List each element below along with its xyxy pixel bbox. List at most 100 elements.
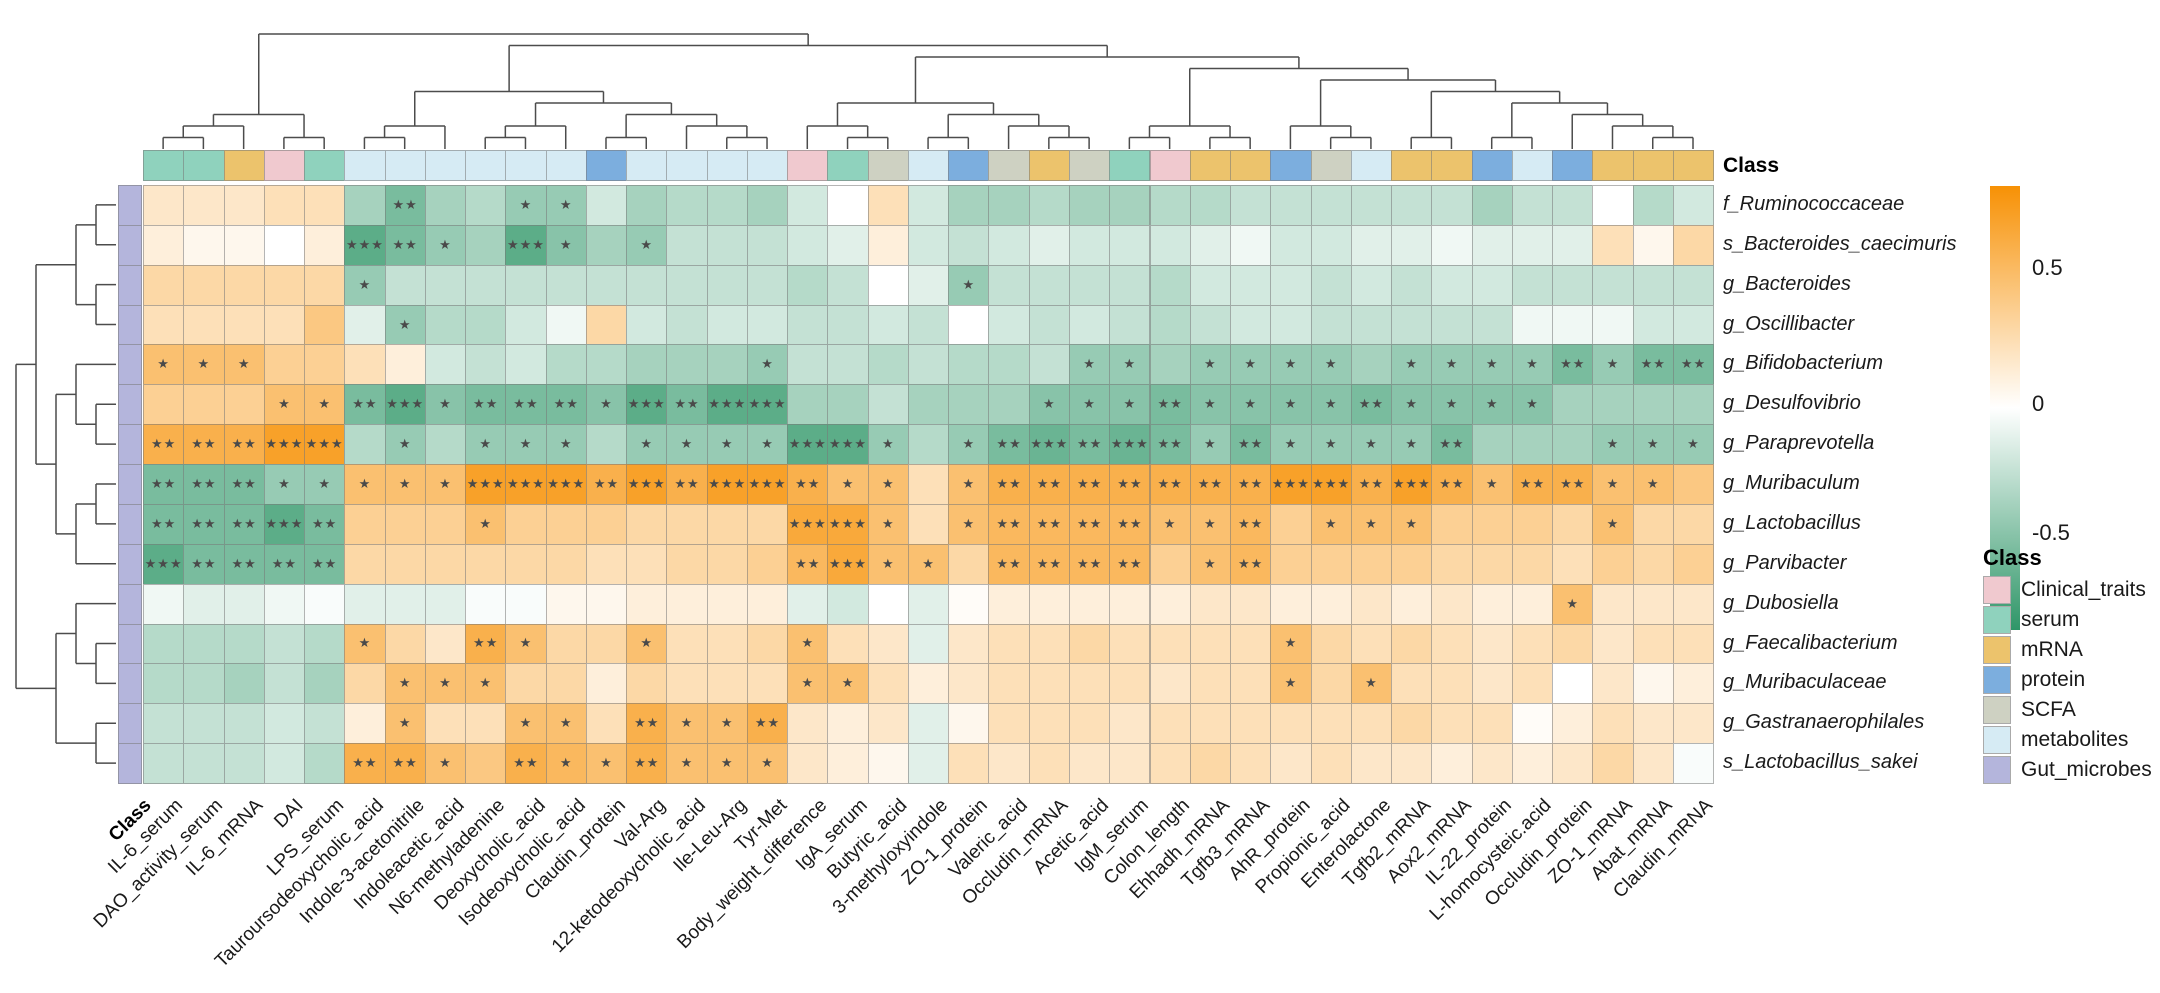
significance-stars: ★★ (1358, 476, 1385, 491)
row-label: g_Muribaculum (1723, 472, 1860, 495)
heatmap-cell: ★ (263, 384, 306, 426)
significance-stars: ★★ (513, 755, 539, 771)
heatmap-cell: ★★ (1431, 464, 1473, 505)
class-bar-cell (1632, 150, 1674, 181)
significance-stars: ★★★ (345, 236, 384, 252)
significance-stars: ★★ (593, 476, 620, 491)
class-bar-cell (1391, 150, 1433, 181)
significance-stars: ★ (479, 675, 493, 691)
heatmap-cell (263, 344, 306, 386)
heatmap-cell (1230, 623, 1272, 665)
heatmap-cell (1672, 464, 1715, 505)
heatmap-cell: ★★★ (746, 384, 789, 426)
colorbar (1990, 186, 2020, 630)
heatmap-cell: ★ (746, 424, 789, 466)
heatmap-cell: ★ (1511, 344, 1554, 386)
heatmap-cell (505, 264, 547, 306)
significance-stars: ★ (720, 755, 734, 771)
significance-stars: ★ (1284, 635, 1298, 651)
heatmap-cell (1552, 185, 1594, 226)
heatmap-cell (223, 663, 265, 705)
heatmap-cell (867, 224, 909, 266)
heatmap-cell (1068, 185, 1111, 226)
heatmap-cell: ★ (545, 703, 587, 745)
significance-stars: ★★★ (627, 396, 666, 412)
heatmap-cell (1511, 743, 1554, 785)
heatmap-cell (505, 503, 547, 545)
significance-stars: ★ (680, 715, 694, 731)
heatmap-cell (465, 304, 507, 346)
heatmap-cell (1552, 424, 1594, 466)
heatmap-cell (384, 264, 426, 306)
heatmap-cell (1431, 623, 1473, 665)
significance-stars: ★★ (634, 715, 660, 731)
heatmap-cell (1149, 344, 1191, 386)
heatmap-cell: ★ (424, 464, 467, 505)
significance-stars: ★★ (1519, 476, 1546, 491)
class-bar-cell (867, 150, 909, 181)
heatmap-cell (344, 424, 386, 466)
heatmap-cell (424, 185, 467, 226)
heatmap-cell (1672, 384, 1715, 426)
significance-stars: ★ (1445, 396, 1459, 412)
heatmap-cell (787, 264, 829, 306)
heatmap-cell: ★ (666, 424, 708, 466)
class-bar-cell (626, 150, 668, 181)
heatmap-cell: ★★ (1068, 543, 1111, 585)
heatmap-cell (1350, 623, 1393, 665)
heatmap-cell (1592, 583, 1634, 625)
heatmap-cell (143, 264, 185, 306)
heatmap-cell: ★★★ (746, 464, 789, 505)
significance-stars: ★★ (674, 476, 700, 491)
heatmap-cell: ★★ (787, 543, 829, 585)
significance-stars: ★ (881, 555, 895, 571)
heatmap-cell (626, 543, 668, 585)
heatmap-cell (867, 304, 909, 346)
legend-label: protein (2021, 668, 2086, 691)
heatmap-cell (1230, 185, 1272, 226)
significance-stars: ★★★ (708, 476, 747, 491)
heatmap-cell: ★ (1632, 424, 1674, 466)
significance-stars: ★ (439, 396, 452, 412)
heatmap-cell: ★ (1391, 424, 1433, 466)
heatmap-cell: ★ (1471, 384, 1513, 426)
heatmap-cell: ★★ (465, 623, 507, 665)
heatmap-cell (988, 384, 1030, 426)
heatmap-cell (988, 185, 1030, 226)
heatmap-cell: ★ (505, 185, 547, 226)
class-bar-cell (666, 150, 708, 181)
class-bar-cell (948, 150, 990, 181)
heatmap-cell (1431, 743, 1473, 785)
heatmap-cell (1391, 663, 1433, 705)
heatmap-cell: ★★ (183, 503, 225, 545)
significance-stars: ★★★ (788, 436, 827, 452)
significance-stars: ★ (680, 436, 694, 452)
heatmap-cell (1431, 663, 1473, 705)
significance-stars: ★★ (1197, 476, 1224, 491)
heatmap-cell: ★★ (1350, 384, 1393, 426)
heatmap-cell (827, 583, 869, 625)
heatmap-cell (666, 583, 708, 625)
significance-stars: ★ (1566, 595, 1580, 611)
heatmap-cell (1632, 743, 1674, 785)
significance-stars: ★ (1405, 436, 1418, 452)
heatmap-cell (1592, 543, 1634, 585)
heatmap-cell (907, 224, 950, 266)
significance-stars: ★ (398, 316, 412, 332)
heatmap-cell (907, 304, 950, 346)
heatmap-cell (1109, 185, 1151, 226)
heatmap-cell: ★ (1632, 464, 1674, 505)
class-bar-cell (1552, 150, 1594, 181)
heatmap-cell (1028, 623, 1070, 665)
heatmap-cell: ★★ (143, 503, 185, 545)
heatmap-cell: ★★★ (143, 543, 185, 585)
significance-stars: ★★ (271, 555, 298, 571)
heatmap-cell (827, 384, 869, 426)
significance-stars: ★★ (1439, 436, 1465, 452)
significance-stars: ★★ (1076, 436, 1103, 452)
heatmap-cell: ★★★ (545, 464, 587, 505)
row-class-cell (118, 464, 142, 505)
heatmap-cell (1632, 543, 1674, 585)
significance-stars: ★★ (1157, 476, 1183, 491)
heatmap-cell (143, 663, 185, 705)
